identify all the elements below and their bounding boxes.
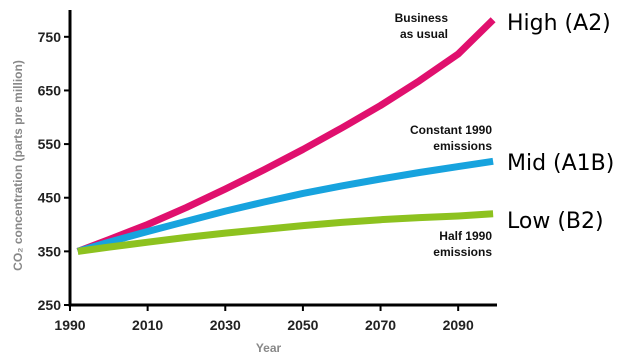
series-annotation-1: Business: [395, 11, 449, 25]
scenario-label-1: High (A2): [507, 11, 611, 36]
y-tick-label: 250: [38, 297, 62, 313]
y-tick-label: 350: [38, 243, 62, 259]
x-tick-label: 2030: [210, 317, 241, 333]
y-tick-label: 450: [38, 190, 62, 206]
series-annotation-1: as usual: [400, 27, 448, 41]
y-axis-ticks: 250 350 450 550 650 750: [38, 29, 70, 313]
y-axis-title: CO₂ concentration (parts pre million): [11, 60, 25, 271]
x-tick-label: 2090: [443, 317, 474, 333]
y-tick-label: 750: [38, 29, 62, 45]
x-tick-label: 2070: [365, 317, 396, 333]
series-line-3: [77, 210, 494, 255]
x-axis-ticks: 1990 2010 2030 2050 2070 2090: [54, 305, 474, 333]
scenario-label-2: Mid (A1B): [507, 151, 614, 176]
series-line-1: [76, 17, 496, 255]
series-annotation-2: Constant 1990: [410, 123, 492, 137]
series-layer: [76, 17, 496, 255]
scenario-label-3: Low (B2): [507, 209, 604, 234]
series-annotations: Business as usual High (A2) Constant 1990 em…: [395, 11, 615, 259]
series-annotation-3: Half 1990: [439, 229, 492, 243]
series-annotation-3: emissions: [433, 245, 492, 259]
y-tick-label: 550: [38, 136, 62, 152]
series-annotation-2: emissions: [433, 139, 492, 153]
x-tick-label: 2050: [287, 317, 318, 333]
x-tick-label: 2010: [132, 317, 163, 333]
x-axis-title: Year: [256, 341, 282, 355]
x-tick-label: 1990: [54, 317, 85, 333]
series-line-2: [76, 157, 494, 255]
y-tick-label: 650: [38, 82, 62, 98]
